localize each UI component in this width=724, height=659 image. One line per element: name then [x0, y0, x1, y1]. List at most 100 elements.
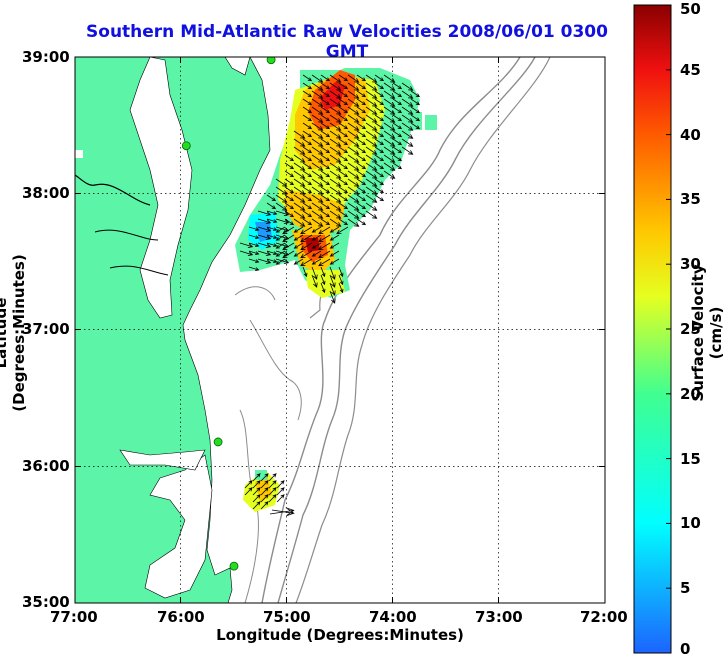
- velocity-arrow: [347, 210, 360, 219]
- velocity-arrow: [302, 154, 313, 162]
- velocity-arrow: [374, 114, 385, 122]
- velocity-arrow: [329, 130, 342, 139]
- delaware-bay: [224, 57, 251, 76]
- colorbar-tick-label: 50: [680, 0, 701, 18]
- velocity-arrow: [311, 146, 324, 155]
- velocity-arrow: [293, 130, 306, 139]
- velocity-arrow: [311, 210, 324, 219]
- velocity-arrow: [347, 194, 360, 203]
- bathymetry-contour-1: [261, 57, 521, 603]
- velocity-arrow: [302, 74, 313, 82]
- velocity-arrow: [356, 74, 367, 82]
- velocity-arrow: [329, 186, 342, 195]
- velocity-arrow: [282, 250, 295, 259]
- velocity-arrow: [347, 154, 360, 163]
- velocity-arrow: [311, 194, 324, 203]
- velocity-arrow: [275, 186, 288, 195]
- velocity-arrow: [275, 258, 286, 265]
- velocity-arrow: [329, 162, 342, 171]
- velocity-arrow: [318, 226, 331, 235]
- colorbar-ticks: [666, 4, 671, 654]
- velocity-arrow: [275, 242, 286, 249]
- velocity-arrow: [293, 258, 304, 265]
- velocity-arrow: [392, 90, 403, 98]
- velocity-arrow: [293, 210, 306, 219]
- velocity-arrow: [260, 501, 269, 510]
- velocity-arrow: [302, 266, 308, 278]
- velocity-arrow: [318, 250, 331, 259]
- velocity-arrow: [329, 122, 342, 131]
- velocity-arrow: [293, 154, 306, 163]
- velocity-arrow: [329, 90, 342, 99]
- velocity-arrow: [374, 106, 385, 114]
- velocity-arrow: [329, 194, 342, 203]
- velocity-arrow: [383, 130, 396, 139]
- velocity-arrow: [311, 162, 324, 171]
- velocity-arrow: [347, 218, 360, 227]
- y-tick-label: 39:00: [22, 48, 70, 66]
- velocity-arrow: [260, 480, 269, 489]
- velocity-arrow: [356, 146, 367, 154]
- colorbar-tick-label: 0: [680, 640, 691, 658]
- velocity-arrow: [302, 162, 313, 170]
- velocity-arrow: [410, 114, 421, 122]
- velocity-arrow: [311, 226, 322, 233]
- velocity-arrow: [275, 218, 290, 224]
- velocity-arrow: [260, 494, 269, 503]
- velocity-arrow: [266, 218, 278, 223]
- velocity-arrow: [302, 178, 313, 186]
- velocity-arrow: [374, 90, 385, 98]
- velocity-arrow: [356, 106, 367, 114]
- velocity-arrow: [266, 226, 278, 231]
- colorbar-tick-label: 30: [680, 255, 701, 274]
- velocity-arrow: [383, 154, 396, 163]
- velocity-arrow: [248, 242, 260, 247]
- velocity-arrow: [311, 274, 318, 288]
- velocity-arrow: [365, 90, 378, 99]
- velocity-arrow: [374, 162, 385, 170]
- velocity-arrow: [383, 146, 396, 155]
- grid-lines: [75, 57, 605, 603]
- velocity-arrow: [260, 473, 269, 482]
- velocity-arrow: [338, 162, 349, 170]
- velocity-arrow: [282, 226, 295, 235]
- velocity-arrow: [338, 74, 349, 82]
- x-tick-label: 77:00: [50, 608, 98, 626]
- velocity-arrow: [338, 178, 349, 186]
- velocity-arrow: [248, 250, 260, 255]
- velocity-arrow: [401, 114, 414, 123]
- velocity-arrow: [320, 266, 326, 278]
- velocity-arrow: [282, 242, 295, 251]
- velocity-arrow: [329, 234, 340, 241]
- velocity-arrow: [320, 122, 331, 130]
- velocity-arrow: [293, 218, 306, 227]
- velocity-arrow: [356, 98, 367, 106]
- colorbar-tick-label: 25: [680, 320, 701, 338]
- velocity-arrow: [268, 473, 277, 482]
- velocity-arrow: [392, 154, 403, 162]
- velocity-arrow: [347, 106, 360, 115]
- velocity-arrow: [401, 98, 414, 107]
- velocity-arrow: [293, 202, 306, 211]
- velocity-arrow: [320, 146, 331, 154]
- velocity-arrow: [311, 82, 324, 91]
- velocity-arrow: [302, 114, 313, 122]
- velocity-arrow: [374, 82, 385, 90]
- velocity-arrow: [320, 194, 331, 202]
- velocity-arrow: [311, 178, 324, 187]
- velocity-arrow: [311, 138, 324, 147]
- velocity-arrow: [347, 98, 360, 107]
- velocity-arrow: [401, 82, 414, 91]
- velocity-arrow: [356, 170, 367, 178]
- velocity-arrow: [248, 234, 260, 239]
- velocity-arrow: [320, 202, 331, 210]
- radar-stations: [181, 57, 276, 571]
- velocity-arrow: [356, 202, 367, 210]
- velocity-arrow: [275, 178, 288, 187]
- velocity-arrow: [356, 122, 367, 130]
- velocity-arrow: [374, 138, 385, 146]
- velocity-arrow: [365, 114, 378, 123]
- velocity-arrow: [320, 210, 331, 218]
- velocity-arrow: [329, 226, 340, 233]
